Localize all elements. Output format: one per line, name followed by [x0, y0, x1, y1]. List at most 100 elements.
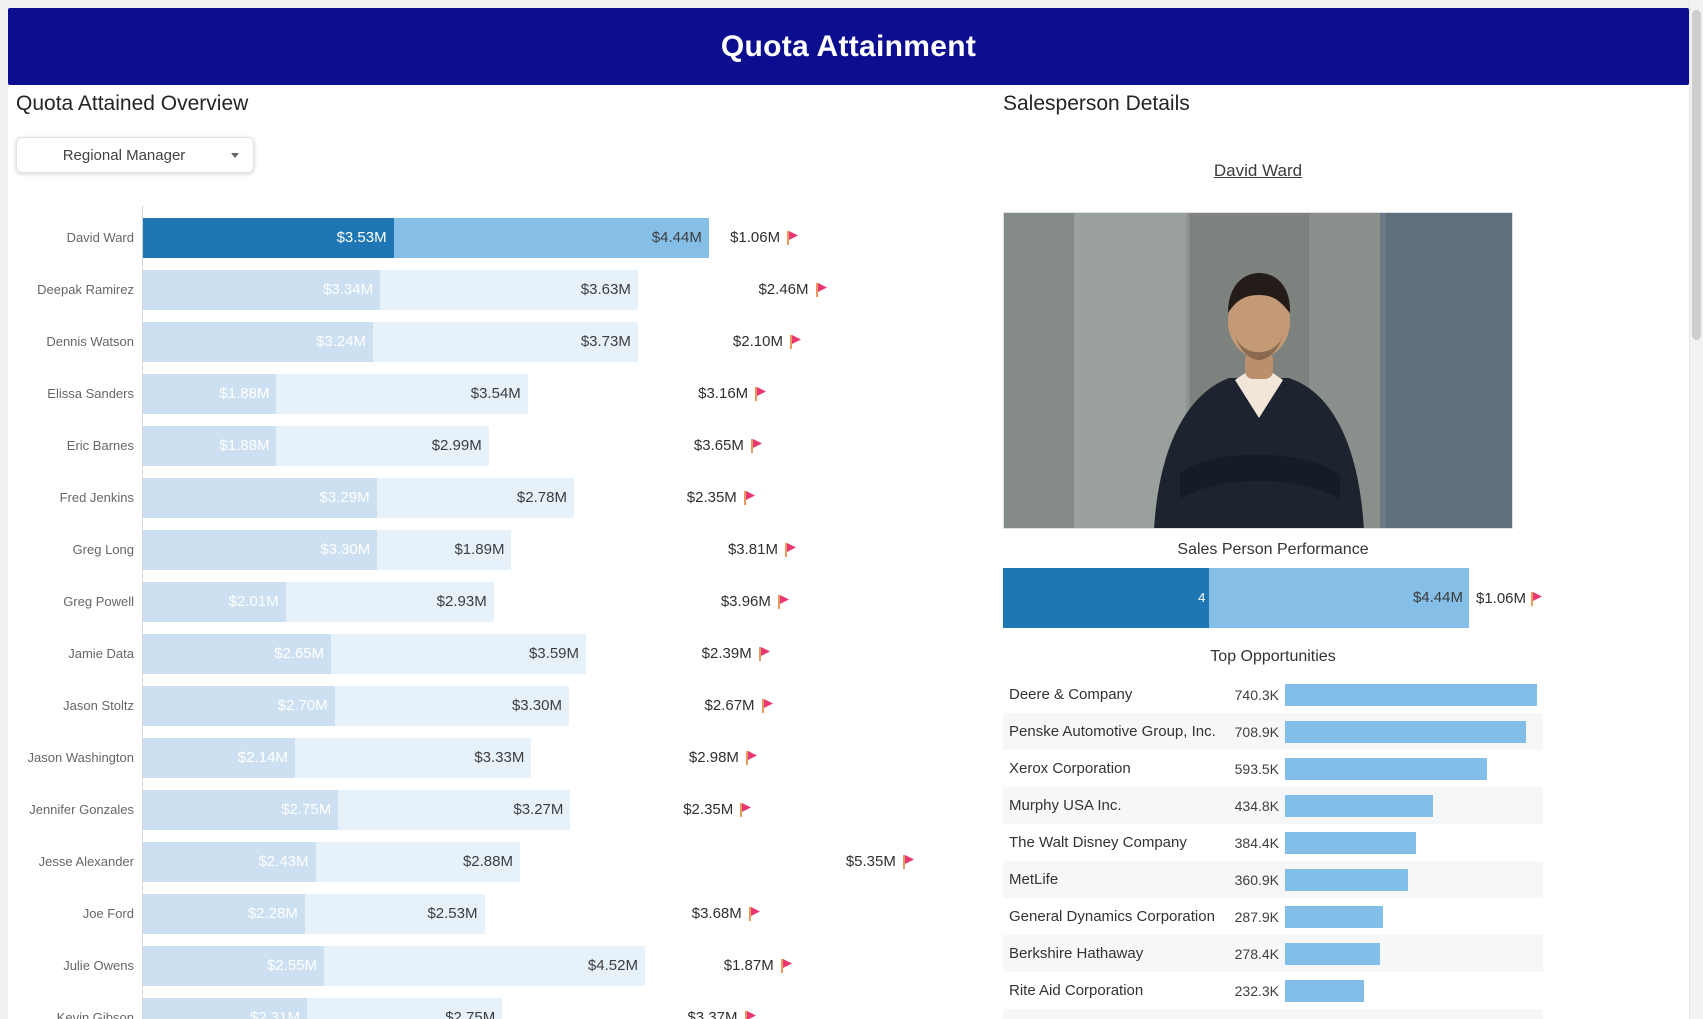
category-label[interactable]: Joe Ford — [82, 906, 134, 921]
opportunity-value: 384.4K — [1234, 834, 1279, 851]
attained-bar-segment[interactable]: $2.31M — [143, 998, 307, 1019]
flag-icon — [1531, 592, 1543, 606]
category-label[interactable]: Dennis Watson — [46, 334, 134, 349]
opportunity-bar[interactable] — [1285, 905, 1383, 928]
attained-value-label: $2.70M — [277, 697, 328, 714]
pipeline-bar-segment[interactable]: $3.27M — [338, 790, 571, 830]
category-label[interactable]: Greg Long — [72, 542, 134, 557]
page-title: Quota Attainment — [720, 29, 977, 63]
category-label[interactable]: Elissa Sanders — [47, 386, 134, 401]
flag-icon — [815, 282, 828, 303]
opportunity-name: Murphy USA Inc. — [1009, 797, 1122, 814]
attained-bar-segment[interactable]: $3.29M — [143, 478, 377, 518]
pipeline-bar-segment[interactable]: $4.52M — [324, 946, 645, 986]
pipeline-bar-segment[interactable]: $2.93M — [285, 582, 494, 622]
performance-attained-segment[interactable]: 4 — [1003, 568, 1210, 628]
performance-pipeline-segment[interactable]: $4.44M — [1209, 568, 1469, 628]
dropdown-selected-value: Regional Manager — [62, 146, 186, 164]
category-label[interactable]: Kevin Gibson — [56, 1010, 134, 1019]
attained-bar-segment[interactable]: $2.01M — [143, 582, 286, 622]
performance-title: Sales Person Performance — [1177, 541, 1369, 558]
opportunity-bar[interactable] — [1285, 757, 1487, 780]
flag-icon — [750, 438, 763, 459]
opportunity-name: Deere & Company — [1009, 686, 1133, 703]
attained-bar-segment[interactable]: $2.43M — [143, 842, 316, 882]
opportunity-bar[interactable] — [1285, 720, 1527, 743]
opportunity-row[interactable]: The Walt Disney Company 384.4K — [1003, 824, 1543, 861]
pipeline-value-label: $3.54M — [470, 385, 521, 402]
opportunity-bar[interactable] — [1285, 979, 1364, 1002]
opportunity-row[interactable]: Penske Automotive Group, Inc. 708.9K — [1003, 713, 1543, 750]
selected-person-link[interactable]: David Ward — [1213, 161, 1303, 180]
attained-bar-segment[interactable]: $1.88M — [143, 374, 277, 414]
chart-row: Greg Long $3.30M $1.89M $3.81M — [8, 530, 968, 570]
pipeline-bar-segment[interactable]: $3.30M — [334, 686, 569, 726]
opportunity-row[interactable]: Rite Aid Corporation 232.3K — [1003, 972, 1543, 1009]
pipeline-value-label: $3.30M — [511, 697, 562, 714]
category-label[interactable]: Jason Stoltz — [63, 698, 134, 713]
opportunity-row[interactable]: Berkshire Hathaway 278.4K — [1003, 935, 1543, 972]
attained-bar-segment[interactable]: $2.28M — [143, 894, 305, 934]
flag-icon — [902, 854, 915, 875]
opportunity-row[interactable]: General Dynamics Corporation 287.9K — [1003, 898, 1543, 935]
pipeline-bar-segment[interactable]: $2.88M — [315, 842, 520, 882]
category-label[interactable]: Jennifer Gonzales — [29, 802, 134, 817]
attained-value-label: $3.24M — [315, 333, 367, 350]
attained-bar-segment[interactable]: $2.14M — [143, 738, 295, 778]
report-canvas: Quota Attainment Quota Attained Overview… — [8, 8, 1689, 1019]
attained-bar-segment[interactable]: $1.88M — [143, 426, 277, 466]
flag-icon — [745, 750, 758, 771]
attained-bar-segment[interactable]: $2.70M — [143, 686, 335, 726]
category-label[interactable]: Fred Jenkins — [59, 490, 134, 505]
chart-row: Dennis Watson $3.24M $3.73M $2.10M — [8, 322, 968, 362]
chart-row: Joe Ford $2.28M $2.53M $3.68M — [8, 894, 968, 934]
attained-bar-segment[interactable]: $2.65M — [143, 634, 332, 674]
opportunity-row[interactable]: Deere & Company 740.3K — [1003, 676, 1543, 713]
opportunity-bar[interactable] — [1285, 794, 1433, 817]
category-label[interactable]: David Ward — [66, 230, 134, 245]
flag-icon — [754, 386, 767, 407]
attained-bar-segment[interactable]: $2.55M — [143, 946, 325, 986]
opportunity-bar[interactable] — [1285, 831, 1416, 854]
attained-bar-segment[interactable]: $3.24M — [143, 322, 374, 362]
opportunity-bar[interactable] — [1285, 942, 1380, 965]
page-scrollbar-track[interactable] — [1689, 0, 1703, 1019]
pipeline-bar-segment[interactable]: $3.63M — [380, 270, 638, 310]
opportunity-bar[interactable] — [1285, 683, 1537, 706]
regional-manager-dropdown[interactable]: Regional Manager — [16, 137, 254, 173]
opportunity-value: 360.9K — [1234, 871, 1279, 888]
category-label[interactable]: Jamie Data — [68, 646, 134, 661]
pipeline-value-label: $1.89M — [454, 541, 505, 558]
attained-value-label: $1.88M — [219, 385, 270, 402]
pipeline-bar-segment[interactable]: $3.33M — [294, 738, 532, 778]
gap-value-label: $2.67M — [704, 697, 755, 714]
category-label[interactable]: Jason Washington — [27, 750, 134, 765]
chart-axis-line — [142, 206, 143, 1019]
attained-bar-segment[interactable]: $2.75M — [143, 790, 339, 830]
category-label[interactable]: Jesse Alexander — [38, 854, 134, 869]
opportunity-row[interactable]: MetLife 360.9K — [1003, 861, 1543, 898]
pipeline-bar-segment[interactable]: $2.53M — [304, 894, 485, 934]
category-label[interactable]: Greg Powell — [63, 594, 134, 609]
category-label[interactable]: Julie Owens — [63, 958, 134, 973]
pipeline-bar-segment[interactable]: $2.75M — [307, 998, 503, 1019]
pipeline-bar-segment[interactable]: $1.89M — [377, 530, 512, 570]
top-opportunities-title: Top Opportunities — [1210, 648, 1336, 665]
chevron-down-icon — [231, 152, 239, 158]
opportunity-row[interactable]: Xerox Corporation 593.5K — [1003, 750, 1543, 787]
attained-bar-segment[interactable]: $3.34M — [143, 270, 381, 310]
attained-bar-segment[interactable]: $3.53M — [143, 218, 394, 258]
page-scrollbar-thumb[interactable] — [1692, 10, 1701, 340]
pipeline-bar-segment[interactable]: $4.44M — [393, 218, 709, 258]
pipeline-bar-segment[interactable]: $3.54M — [276, 374, 528, 414]
attained-bar-segment[interactable]: $3.30M — [143, 530, 378, 570]
pipeline-bar-segment[interactable]: $2.99M — [276, 426, 489, 466]
pipeline-bar-segment[interactable]: $3.59M — [331, 634, 587, 674]
opportunity-row[interactable]: Murphy USA Inc. 434.8K — [1003, 787, 1543, 824]
category-label[interactable]: Eric Barnes — [66, 438, 134, 453]
opportunity-bar[interactable] — [1285, 868, 1408, 891]
performance-bar: 4 $4.44M $1.06M — [1003, 568, 1543, 628]
pipeline-bar-segment[interactable]: $2.78M — [376, 478, 574, 518]
pipeline-bar-segment[interactable]: $3.73M — [373, 322, 638, 362]
category-label[interactable]: Deepak Ramirez — [37, 282, 134, 297]
